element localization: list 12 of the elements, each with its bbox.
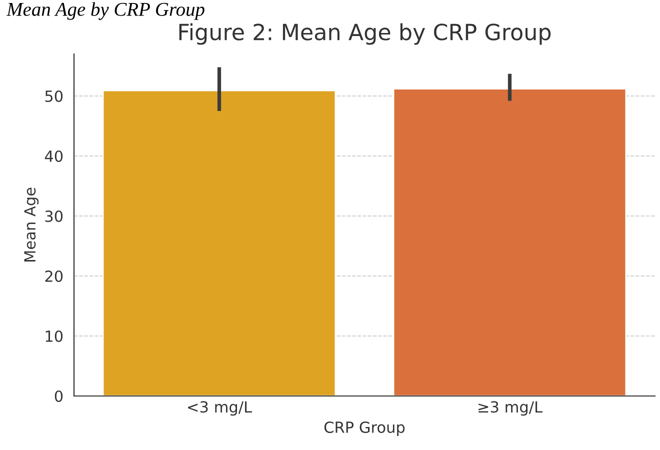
y-axis-title: Mean Age	[24, 188, 39, 262]
x-tick-label: <3 mg/L	[188, 401, 252, 416]
y-tick-label: 20	[45, 270, 63, 282]
text: Mean Age by CRP Group	[6, 2, 204, 20]
y-tick-label: 40	[44, 150, 63, 162]
y-tick-label: 50	[45, 90, 63, 102]
x-tick-label: ≥3 mg/L	[478, 401, 542, 416]
chart-title: Figure 2: Mean Age by CRP Group	[179, 23, 551, 45]
y-tick-label: 10	[46, 330, 63, 342]
x-axis-title: CRP Group	[324, 421, 405, 436]
y-tick-label: 30	[45, 210, 63, 222]
y-tick-label: 0	[54, 390, 63, 402]
